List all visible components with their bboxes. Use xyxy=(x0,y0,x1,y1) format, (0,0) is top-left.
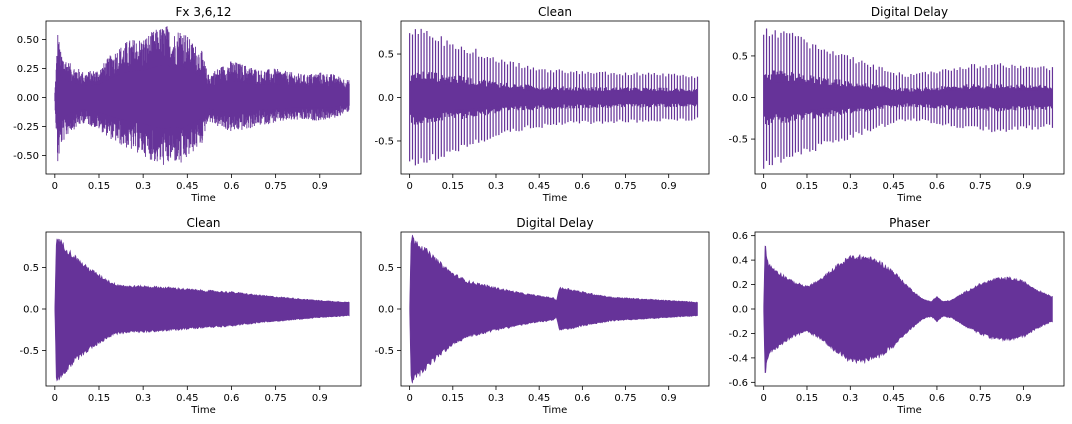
subplot-title: Phaser xyxy=(889,216,930,230)
x-tick-label: 0.15 xyxy=(88,181,110,192)
y-tick-label: 0.50 xyxy=(17,35,39,46)
x-axis-label: Time xyxy=(896,193,921,204)
waveform-core xyxy=(409,81,698,114)
waveform-core xyxy=(763,81,1053,114)
y-tick-label: -0.2 xyxy=(728,329,748,340)
y-tick-label: -0.4 xyxy=(728,353,748,364)
x-tick-label: 0.9 xyxy=(1016,393,1032,404)
x-tick-label: 0.75 xyxy=(264,181,286,192)
y-tick-label: 0.2 xyxy=(732,280,748,291)
x-axis-label: Time xyxy=(896,405,921,416)
x-tick-label: 0.45 xyxy=(176,181,198,192)
subplot-title: Fx 3,6,12 xyxy=(176,5,232,19)
x-tick-label: 0.45 xyxy=(528,181,550,192)
x-axis-label: Time xyxy=(542,193,567,204)
y-tick-label: 0.5 xyxy=(23,263,39,274)
subplot-6: Phaser 0 0.15 0.3 0.45 0.6 0.75 0.9 Time -0.6 -0.4… xyxy=(728,216,1065,416)
x-tick-label: 0.15 xyxy=(442,181,464,192)
y-tick-label: -0.5 xyxy=(374,136,394,147)
y-tick-label: 0.6 xyxy=(732,231,748,242)
y-tick-label: 0.5 xyxy=(378,50,394,61)
waveform-series xyxy=(409,234,698,384)
x-tick-label: 0.15 xyxy=(796,393,818,404)
x-tick-label: 0.3 xyxy=(488,181,504,192)
x-tick-label: 0.3 xyxy=(842,181,858,192)
x-tick-label: 0.75 xyxy=(264,393,286,404)
x-tick-label: 0.3 xyxy=(135,393,151,404)
subplot-title: Digital Delay xyxy=(516,216,593,230)
y-tick-label: -0.25 xyxy=(13,122,39,133)
x-tick-label: 0.15 xyxy=(442,393,464,404)
waveform-series xyxy=(763,245,1053,373)
y-tick-label: -0.5 xyxy=(728,135,748,146)
waveform-envelope xyxy=(54,238,350,382)
waveform-core xyxy=(54,64,350,129)
x-axis-label: Time xyxy=(190,193,215,204)
x-axis-label: Time xyxy=(542,405,567,416)
y-tick-label: -0.50 xyxy=(13,151,39,162)
x-tick-label: 0 xyxy=(52,393,58,404)
x-tick-label: 0.75 xyxy=(614,393,636,404)
x-tick-label: 0.6 xyxy=(929,393,945,404)
x-tick-label: 0.9 xyxy=(1016,181,1032,192)
x-tick-label: 0 xyxy=(760,181,766,192)
x-tick-label: 0.3 xyxy=(842,393,858,404)
y-tick-label: 0.0 xyxy=(732,305,748,316)
y-tick-label: -0.5 xyxy=(19,346,39,357)
x-tick-label: 0.6 xyxy=(224,393,240,404)
x-tick-label: 0.9 xyxy=(661,393,677,404)
waveform-series xyxy=(763,28,1054,169)
x-tick-label: 0.75 xyxy=(969,181,991,192)
x-tick-label: 0.45 xyxy=(176,393,198,404)
x-tick-label: 0.15 xyxy=(88,393,110,404)
waveform-series xyxy=(409,28,699,166)
waveform-series xyxy=(54,238,350,382)
subplot-2: Clean 0 0.15 0.3 0.45 0.6 0.75 0.9 Time -0.5 0.0 0.… xyxy=(374,5,710,204)
y-tick-label: -0.5 xyxy=(374,346,394,357)
y-tick-label: 0.0 xyxy=(732,93,748,104)
y-tick-label: -0.6 xyxy=(728,378,748,389)
y-tick-label: 0.00 xyxy=(17,93,39,104)
x-tick-label: 0 xyxy=(406,393,412,404)
x-tick-label: 0.9 xyxy=(312,181,328,192)
x-tick-label: 0.75 xyxy=(969,393,991,404)
y-tick-label: 0.0 xyxy=(378,93,394,104)
x-tick-label: 0.3 xyxy=(488,393,504,404)
x-tick-label: 0.6 xyxy=(574,393,590,404)
x-tick-label: 0.45 xyxy=(528,393,550,404)
waveform-envelope xyxy=(763,245,1053,373)
x-tick-label: 0.75 xyxy=(614,181,636,192)
subplot-3: Digital Delay 0 0.15 0.3 0.45 0.6 0.75 0.9 Time -… xyxy=(728,5,1065,204)
x-tick-label: 0 xyxy=(760,393,766,404)
x-tick-label: 0.6 xyxy=(929,181,945,192)
y-tick-label: 0.25 xyxy=(17,64,39,75)
subplot-4: Clean 0 0.15 0.3 0.45 0.6 0.75 0.9 Time -0.5 0.0 0.… xyxy=(19,216,362,416)
x-tick-label: 0 xyxy=(406,181,412,192)
x-tick-label: 0.3 xyxy=(135,181,151,192)
x-tick-label: 0.9 xyxy=(661,181,677,192)
subplot-5: Digital Delay 0 0.15 0.3 0.45 0.6 0.75 0.9 Time -… xyxy=(374,216,710,416)
y-tick-label: 0.0 xyxy=(378,305,394,316)
y-tick-label: 0.5 xyxy=(732,51,748,62)
waveform-series xyxy=(54,26,350,165)
subplot-1: Fx 3,6,12 0 0.15 0.3 0.45 0.6 0.75 0.9 Time -0.50… xyxy=(13,5,362,204)
x-tick-label: 0.6 xyxy=(574,181,590,192)
x-tick-label: 0.45 xyxy=(882,181,904,192)
x-tick-label: 0.15 xyxy=(796,181,818,192)
subplot-title: Clean xyxy=(538,5,572,19)
subplot-title: Digital Delay xyxy=(871,5,948,19)
x-tick-label: 0.9 xyxy=(312,393,328,404)
x-tick-label: 0 xyxy=(52,181,58,192)
x-tick-label: 0.6 xyxy=(224,181,240,192)
x-axis-label: Time xyxy=(190,405,215,416)
y-tick-label: 0.5 xyxy=(378,263,394,274)
y-tick-label: 0.4 xyxy=(732,256,748,267)
subplot-title: Clean xyxy=(186,216,220,230)
y-tick-label: 0.0 xyxy=(23,305,39,316)
waveform-envelope xyxy=(409,234,698,384)
x-tick-label: 0.45 xyxy=(882,393,904,404)
